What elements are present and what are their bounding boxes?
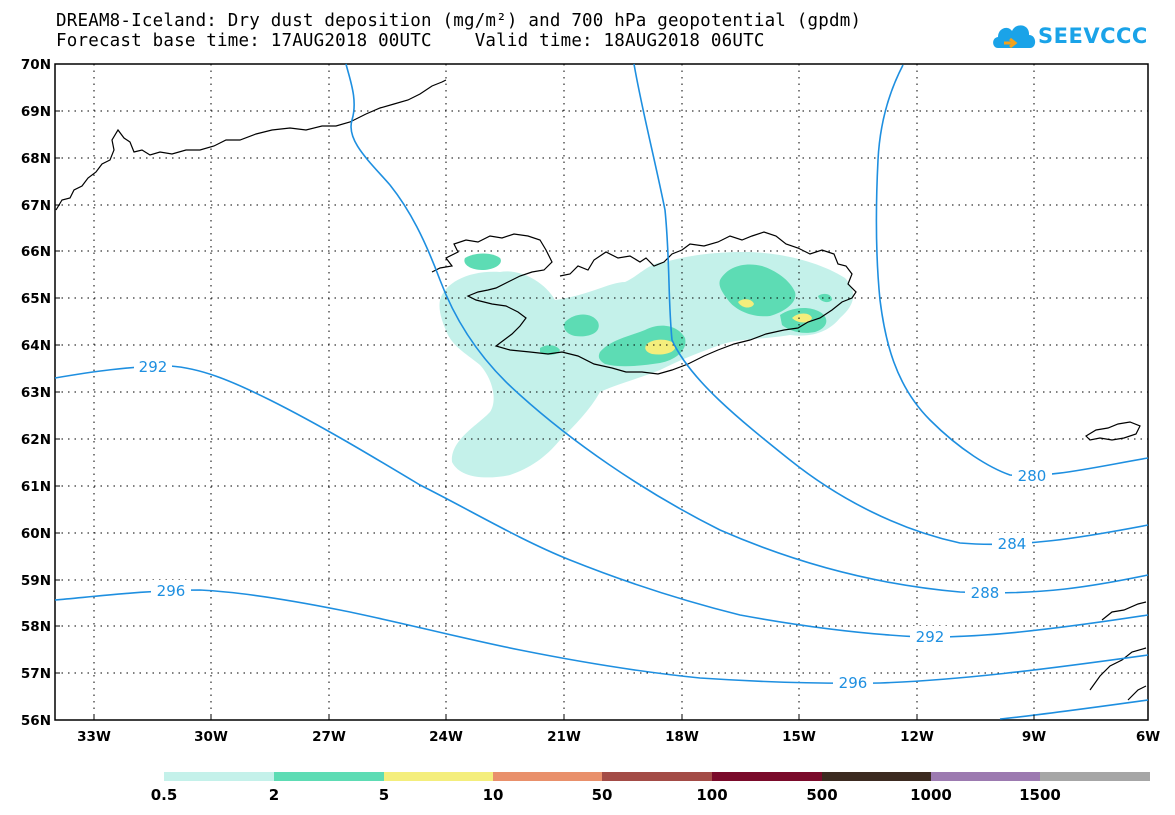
contour-label: 296 xyxy=(839,674,868,692)
legend-swatch xyxy=(493,772,602,781)
lon-label: 18W xyxy=(665,729,699,745)
lat-label: 67N xyxy=(21,198,51,214)
lon-label: 33W xyxy=(77,729,111,745)
map-subtitle: Forecast base time: 17AUG2018 00UTC Vali… xyxy=(56,31,765,51)
lat-label: 59N xyxy=(21,573,51,589)
legend-swatch xyxy=(274,772,384,781)
dust-area-level-5 xyxy=(738,299,754,308)
color-legend: 0.5 2 5 10 50 100 500 1000 1500 xyxy=(151,772,1150,804)
lat-label: 62N xyxy=(21,432,51,448)
lon-label: 9W xyxy=(1022,729,1046,745)
lat-label: 66N xyxy=(21,244,51,260)
longitude-labels: 33W 30W 27W 24W 21W 18W 15W 12W 9W 6W xyxy=(77,729,1160,745)
lat-label: 58N xyxy=(21,619,51,635)
contour-label: 284 xyxy=(998,535,1027,553)
dust-area-level-2 xyxy=(540,345,560,355)
dust-area-level-2 xyxy=(598,325,686,367)
lon-label: 24W xyxy=(429,729,463,745)
legend-swatch xyxy=(164,772,274,781)
legend-label: 50 xyxy=(592,786,613,804)
lat-label: 69N xyxy=(21,104,51,120)
axis-ticks xyxy=(55,110,1035,720)
iceland-coast xyxy=(431,231,857,375)
dust-area-level-5 xyxy=(645,339,676,355)
contour-labels: 292 296 280 284 288 292 296 xyxy=(134,356,1052,692)
latitude-labels: 70N 69N 68N 67N 66N 65N 64N 63N 62N 61N … xyxy=(21,57,51,729)
dust-area-level-2 xyxy=(564,314,599,337)
lon-label: 6W xyxy=(1136,729,1160,745)
legend-label: 10 xyxy=(483,786,504,804)
lat-label: 64N xyxy=(21,338,51,354)
legend-label: 100 xyxy=(696,786,727,804)
dust-deposition-shading xyxy=(439,252,854,478)
lat-label: 60N xyxy=(21,526,51,542)
legend-swatch xyxy=(822,772,931,781)
lat-label: 57N xyxy=(21,666,51,682)
lon-label: 21W xyxy=(547,729,581,745)
contour-label: 292 xyxy=(916,628,945,646)
dust-area-level-2 xyxy=(818,293,832,303)
lat-label: 61N xyxy=(21,479,51,495)
legend-label: 500 xyxy=(806,786,837,804)
scotland-coast xyxy=(1089,601,1147,701)
legend-swatch xyxy=(602,772,712,781)
legend-swatch xyxy=(1040,772,1150,781)
legend-swatch xyxy=(712,772,822,781)
logo-text: SEEVCCC xyxy=(1038,24,1148,48)
faroe-islands-coast xyxy=(1085,421,1141,441)
lat-label: 65N xyxy=(21,291,51,307)
contour-300 xyxy=(999,699,1149,720)
lat-label: 68N xyxy=(21,151,51,167)
lat-label: 56N xyxy=(21,713,51,729)
lat-label: 63N xyxy=(21,385,51,401)
legend-label: 1000 xyxy=(910,786,952,804)
lat-label: 70N xyxy=(21,57,51,73)
legend-swatch xyxy=(931,772,1040,781)
legend-swatch xyxy=(384,772,493,781)
map-title: DREAM8-Iceland: Dry dust deposition (mg/… xyxy=(56,11,862,31)
contour-label: 288 xyxy=(971,584,1000,602)
dust-area-level-2 xyxy=(464,253,501,270)
lon-label: 30W xyxy=(194,729,228,745)
coastlines xyxy=(55,79,1147,701)
lon-label: 27W xyxy=(312,729,346,745)
contour-284 xyxy=(633,63,1149,546)
greenland-coast xyxy=(55,79,447,211)
lon-label: 15W xyxy=(782,729,816,745)
seevccc-logo: SEEVCCC xyxy=(990,16,1160,60)
dust-area-level-2 xyxy=(719,264,796,317)
legend-label: 2 xyxy=(269,786,279,804)
legend-label: 0.5 xyxy=(151,786,178,804)
contour-296 xyxy=(54,589,1149,685)
contour-label: 280 xyxy=(1018,467,1047,485)
contour-label: 292 xyxy=(139,358,168,376)
graticule xyxy=(55,64,1148,720)
cloud-icon xyxy=(993,25,1036,49)
lon-label: 12W xyxy=(900,729,934,745)
contour-label: 296 xyxy=(157,582,186,600)
dust-area-level-5 xyxy=(792,313,812,323)
contour-288 xyxy=(345,63,1149,594)
legend-label: 5 xyxy=(379,786,389,804)
legend-label: 1500 xyxy=(1019,786,1061,804)
